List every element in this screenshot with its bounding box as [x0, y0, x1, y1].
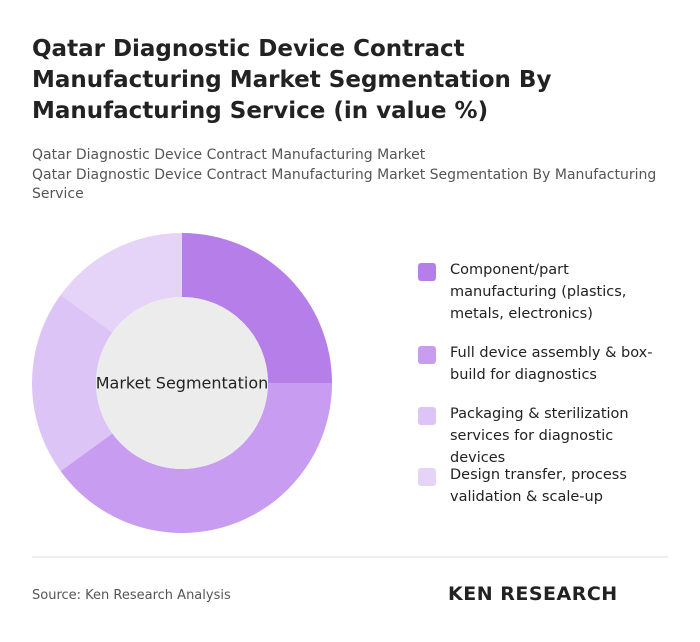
legend-label: Packaging & sterilization services for d… — [450, 406, 629, 466]
legend-swatch — [418, 468, 436, 486]
donut-segment — [182, 233, 332, 383]
legend-label: Full device assembly & box-build for dia… — [450, 345, 653, 383]
legend-swatch — [418, 346, 436, 364]
legend-label: Design transfer, process validation & sc… — [450, 467, 627, 505]
source: Source: Ken Research Analysis — [32, 588, 231, 603]
chart-title: Qatar Diagnostic Device Contract Manufac… — [32, 36, 552, 124]
subtitle: Qatar Diagnostic Device Contract Manufac… — [32, 147, 426, 163]
legend-swatch — [418, 407, 436, 425]
legend-swatch — [418, 263, 436, 281]
brand-logo: KEN RESEARCH — [448, 583, 618, 605]
subtitle: Qatar Diagnostic Device Contract Manufac… — [32, 167, 657, 202]
legend-label: Component/part manufacturing (plastics, … — [450, 262, 627, 322]
donut-hole — [96, 297, 268, 469]
center-label: Market Segmentation — [96, 374, 269, 393]
donut-segment — [60, 383, 332, 534]
donut-segment — [60, 233, 183, 333]
donut-segment — [31, 294, 113, 472]
